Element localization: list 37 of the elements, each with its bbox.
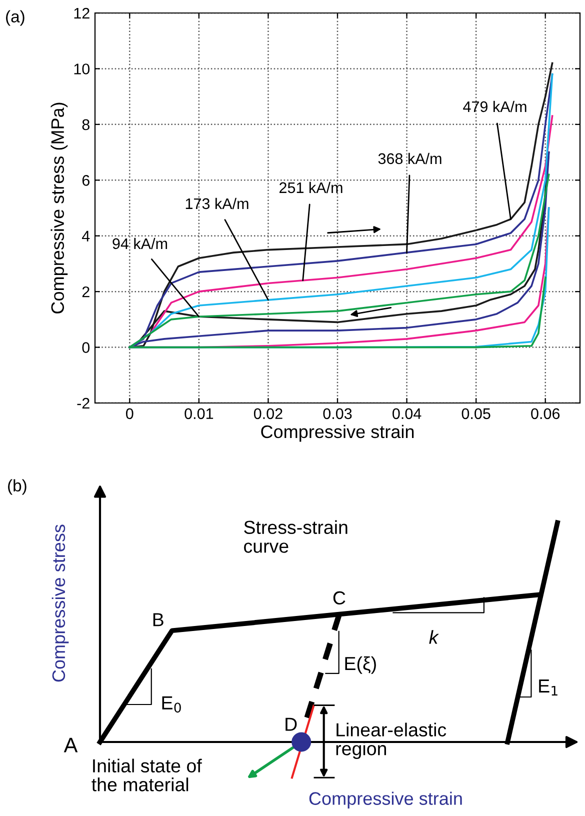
text: k	[429, 630, 439, 644]
annotation: 251 kA/m	[280, 182, 342, 194]
x-tick-label: 0.06	[531, 408, 560, 420]
y-tick-label: -2	[77, 398, 90, 409]
text: Initial state of the material	[92, 758, 202, 792]
x-tick-label: 0	[126, 408, 134, 420]
y-tick-label: 6	[82, 175, 90, 186]
text: B	[153, 613, 164, 626]
y-tick-label: 10	[74, 64, 90, 74]
x-tick-label: 0.05	[462, 408, 490, 420]
text: E(ξ)	[345, 656, 376, 674]
text: A	[64, 738, 78, 752]
text: (b)	[8, 479, 26, 495]
text: (a)	[6, 10, 24, 26]
text: Compressive strain	[309, 792, 462, 809]
annotation: 368 kA/m	[378, 152, 442, 164]
annotation: 173 kA/m	[186, 198, 248, 210]
text: Stress-strain curve	[244, 520, 348, 553]
text: E$_{0}$	[162, 696, 181, 713]
y-axis-title: Compressive stress (MPa)	[50, 102, 68, 314]
x-tick-label: 0.01	[184, 408, 214, 420]
x-tick-label: 0.04	[392, 408, 422, 420]
y-tick-label: 0	[82, 342, 90, 353]
y-tick-label: 2	[82, 286, 90, 298]
x-tick-label: 0.02	[254, 408, 282, 420]
text: Linear-elastic region	[336, 722, 446, 760]
text: E$_{1}$	[539, 680, 558, 696]
text: Compressive stress	[52, 524, 69, 682]
annotation: 479 kA/m	[463, 100, 526, 112]
x-tick-label: 0.03	[323, 408, 352, 420]
y-tick-label: 12	[74, 8, 90, 19]
text: C	[333, 591, 346, 605]
y-tick-label: 4	[82, 230, 90, 242]
y-tick-label: 8	[82, 119, 90, 130]
x-axis-title: Compressive strain	[261, 424, 414, 442]
text: D	[286, 718, 297, 731]
annotation: 94 kA/m	[112, 238, 168, 250]
